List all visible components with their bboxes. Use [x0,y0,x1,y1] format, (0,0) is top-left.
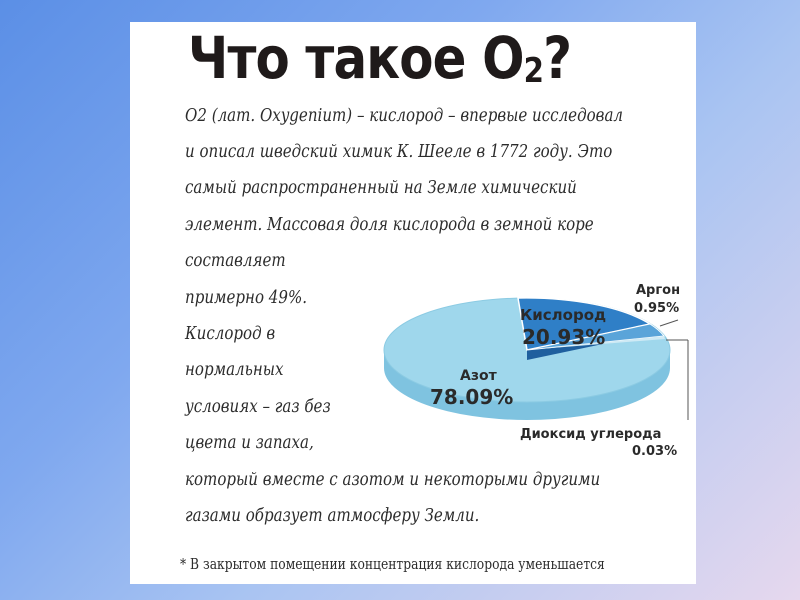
text-line-2: и описал шведский химик К. Шееле в 1772 … [185,142,613,162]
label-nitrogen-name: Азот [460,368,498,384]
text-line-9: условиях – газ без [185,397,331,417]
pie-slice-oxygen [517,297,652,351]
pie-slice-argon [526,323,665,351]
text-line-5: составляет [185,251,286,271]
label-nitrogen-value: 78.09% [430,385,513,409]
label-co2-name: Диоксид углерода [520,427,661,442]
text-line-10: цвета и запаха, [185,433,314,453]
atmosphere-pie-chart: Кислород 20.93% Азот 78.09% Аргон 0.95% … [383,283,689,459]
slide-title: Что такое О2? [188,24,572,92]
text-line-12: газами образует атмосферу Земли. [185,506,480,526]
label-oxygen-name: Кислород [520,306,606,324]
label-argon-value: 0.95% [634,301,679,316]
label-argon-name: Аргон [636,283,680,298]
pie-side [384,350,670,420]
label-co2-value: 0.03% [632,444,677,459]
text-line-11: который вместе с азотом и некоторыми дру… [185,470,601,490]
text-line-6: примерно 49%. [185,288,308,308]
text-line-8: нормальных [185,360,284,380]
text-line-4: элемент. Массовая доля кислорода в земно… [185,215,594,235]
pie-slice-co2 [527,336,665,350]
label-oxygen-value: 20.93% [522,325,605,349]
text-line-7: Кислород в [185,324,276,344]
slide-card: Что такое О2? О2 (лат. Oxygenium) – кисл… [130,22,696,584]
footnote: * В закрытом помещении концентрация кисл… [180,555,605,573]
text-line-3: самый распространенный на Земле химическ… [185,178,577,198]
text-line-1: О2 (лат. Oxygenium) – кислород – впервые… [185,106,624,126]
